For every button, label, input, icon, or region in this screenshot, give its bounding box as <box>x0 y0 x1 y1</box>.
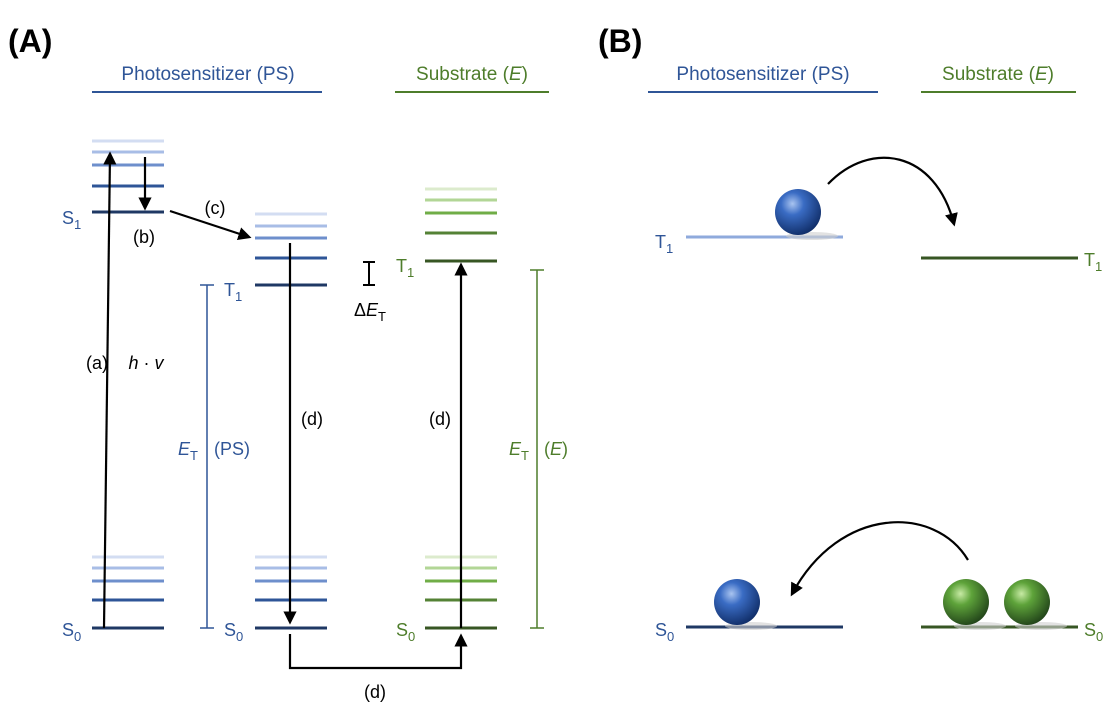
substrate-header: Substrate (E) <box>416 64 528 85</box>
spheres <box>714 189 1067 630</box>
text-part: S <box>62 208 74 228</box>
et-e-bracket <box>530 270 544 628</box>
text-part: Substrate ( <box>416 64 510 85</box>
text-part: S <box>1084 620 1096 640</box>
text-part: · <box>139 353 155 373</box>
page: (A) Photosensitizer (PS) Substrate (E) <box>0 0 1104 702</box>
text-part: S <box>62 620 74 640</box>
text-part: 1 <box>407 265 414 280</box>
text-part: 1 <box>666 241 673 256</box>
substrate-header: Substrate (E) <box>942 64 1054 85</box>
level-label: S0 <box>1084 620 1103 644</box>
text-part: ) <box>562 439 568 459</box>
text-part: T <box>396 256 407 276</box>
step-label: (d) <box>364 682 386 702</box>
text-part: ) <box>1048 64 1054 85</box>
level-label: T1 <box>396 256 414 280</box>
panel-label: (A) <box>8 23 52 59</box>
text-part: (PS) <box>214 439 250 459</box>
text-part: T <box>190 448 198 463</box>
text-part: S <box>655 620 667 640</box>
text-part: T <box>521 448 529 463</box>
ps-header: Photosensitizer (PS) <box>676 64 849 85</box>
ps-header: Photosensitizer (PS) <box>121 64 294 85</box>
level-label: S0 <box>655 620 674 644</box>
text-part: S <box>396 620 408 640</box>
text-part: ) <box>522 64 528 85</box>
step-label: (d) <box>301 409 323 429</box>
text-part: v <box>155 353 165 373</box>
text-part: 0 <box>74 629 81 644</box>
delta-bracket <box>363 262 375 285</box>
transfer-arrows <box>792 158 968 594</box>
text-part: E <box>509 64 522 85</box>
step-label: (c) <box>205 198 226 218</box>
text-part: 0 <box>408 629 415 644</box>
level-label: T1 <box>224 280 242 304</box>
text-part: S <box>224 620 236 640</box>
text-part: 1 <box>1095 259 1102 274</box>
level-label: S0 <box>224 620 243 644</box>
text-part: 0 <box>667 629 674 644</box>
text-part: T <box>224 280 235 300</box>
et-ps-bracket <box>200 285 214 628</box>
step-label: (b) <box>133 227 155 247</box>
level-label: T1 <box>655 232 673 256</box>
et-e: ET(E) <box>509 439 568 463</box>
text-part: T <box>655 232 666 252</box>
level-label: T1 <box>1084 250 1102 274</box>
panel-label: (B) <box>598 23 642 59</box>
step-label: (a) <box>86 353 108 373</box>
text-part: E <box>1035 64 1048 85</box>
text-part: T <box>1084 250 1095 270</box>
energy-levels <box>92 141 497 628</box>
delta-et: ΔET <box>354 300 386 324</box>
step-label: (d) <box>429 409 451 429</box>
et-ps: ET(PS) <box>178 439 250 463</box>
text-part: Substrate ( <box>942 64 1036 85</box>
text-part: T <box>378 309 386 324</box>
text-part: 1 <box>235 289 242 304</box>
level-label: S1 <box>62 208 81 232</box>
level-label: S0 <box>62 620 81 644</box>
text-part: Δ <box>354 300 366 320</box>
energy-levels <box>686 237 1078 627</box>
arrows <box>104 154 461 668</box>
text-part: h <box>128 353 138 373</box>
photon-energy: h · v <box>128 353 164 373</box>
level-label: S0 <box>396 620 415 644</box>
diagram: (A) Photosensitizer (PS) Substrate (E) <box>0 0 1104 702</box>
text-part: 1 <box>74 217 81 232</box>
text-part: 0 <box>1096 629 1103 644</box>
text-part: 0 <box>236 629 243 644</box>
